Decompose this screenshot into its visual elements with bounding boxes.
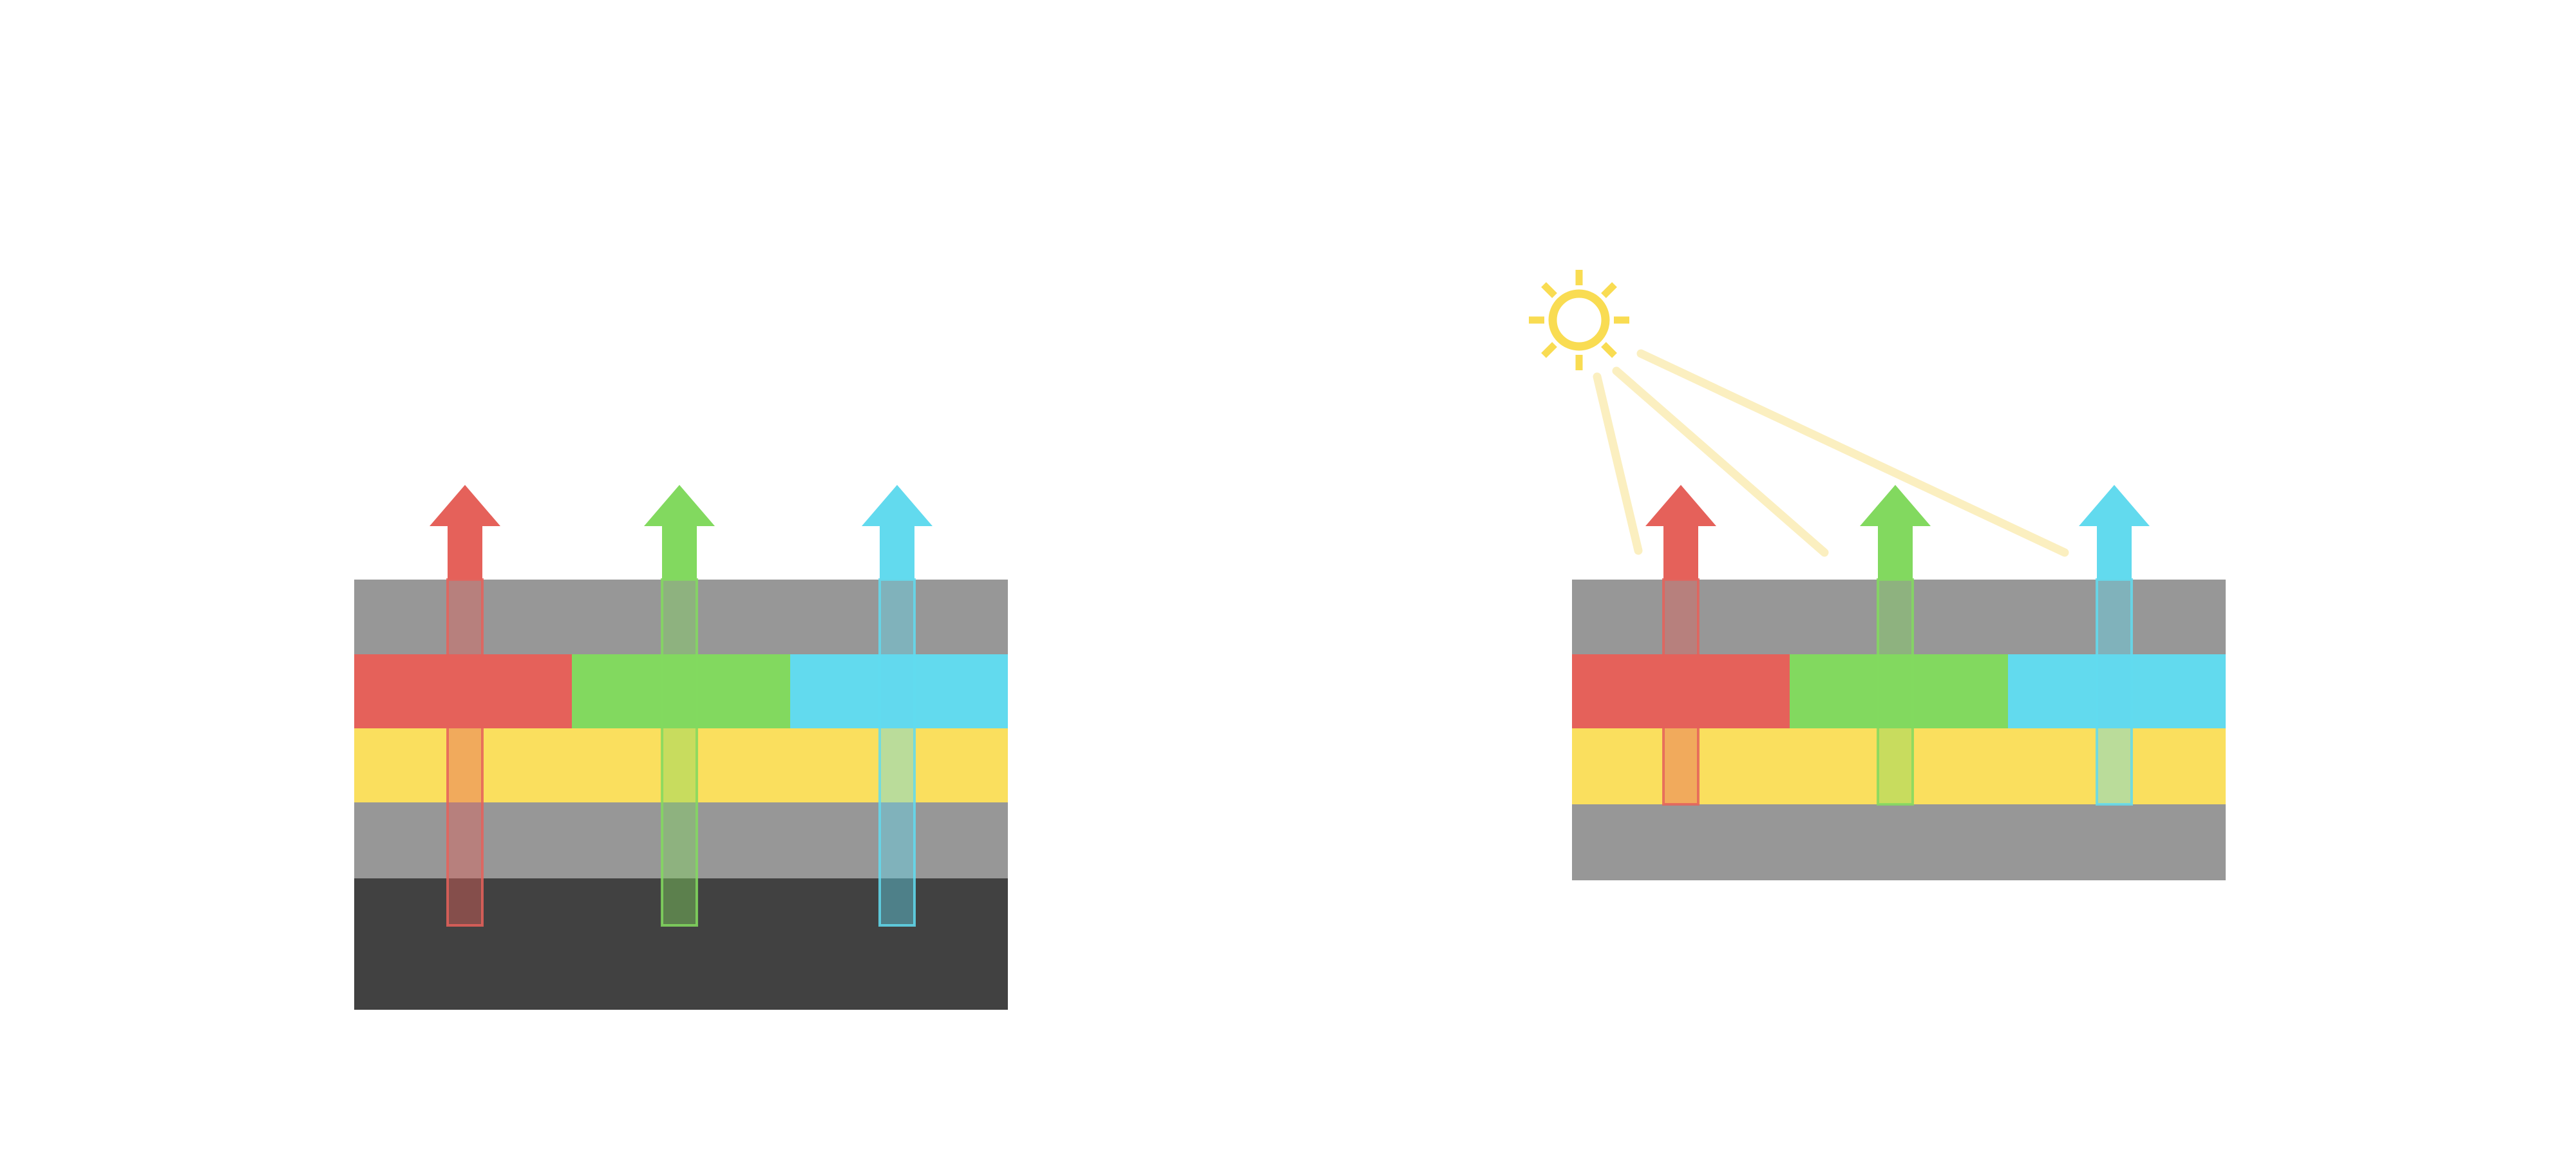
green-arrow-head [1860,485,1931,580]
green-subpixel [572,654,790,728]
sun-rays [1529,270,1629,370]
sun-ray-nw [1541,282,1557,298]
sunlight-beam-to-red [1593,372,1643,555]
backlit-display-stack [354,485,1008,1010]
yellow-layer [354,728,1008,802]
blue-subpixel [790,654,1008,728]
green-light-arrow [644,485,715,927]
green-arrow-shaft-through-stack [661,578,698,927]
sun-icon [1529,270,1629,370]
green-arrow-head [644,485,715,580]
red-arrow-shaft-through-stack [446,578,484,927]
red-arrow-head [430,485,500,580]
red-arrow-shaft-through-stack [1662,578,1700,806]
sun-ray-se [1601,342,1617,358]
sun-disc-ring [1548,289,1610,351]
green-arrow-shaft-through-stack [1877,578,1914,806]
red-light-arrow [1645,485,1716,806]
dark-backlight-layer [354,878,1008,1010]
gray-base-layer [1572,804,2226,880]
blue-light-arrow [2079,485,2150,806]
yellow-layer [1572,728,2226,804]
reflective-display-stack [1529,270,2226,880]
blue-arrow-head [862,485,933,580]
blue-arrow-shaft-through-stack [2096,578,2133,806]
blue-arrow-head [2079,485,2150,580]
green-subpixel [1790,654,2008,728]
green-light-arrow [1860,485,1931,806]
sun-ray-sw [1541,342,1557,358]
red-subpixel [354,654,572,728]
red-arrow-head [1645,485,1716,580]
red-light-arrow [430,485,500,927]
sunlight-beam-to-blue [1636,349,2069,557]
gray-base-layer [354,802,1008,878]
sunlight-beams [1593,349,2069,557]
red-subpixel [1572,654,1790,728]
sunlight-beam-to-green [1612,366,1829,557]
blue-subpixel [2008,654,2226,728]
blue-light-arrow [862,485,933,927]
gray-cover-layer [1572,580,2226,654]
blue-arrow-shaft-through-stack [878,578,916,927]
sun-ray-ne [1601,282,1617,298]
gray-cover-layer [354,580,1008,654]
